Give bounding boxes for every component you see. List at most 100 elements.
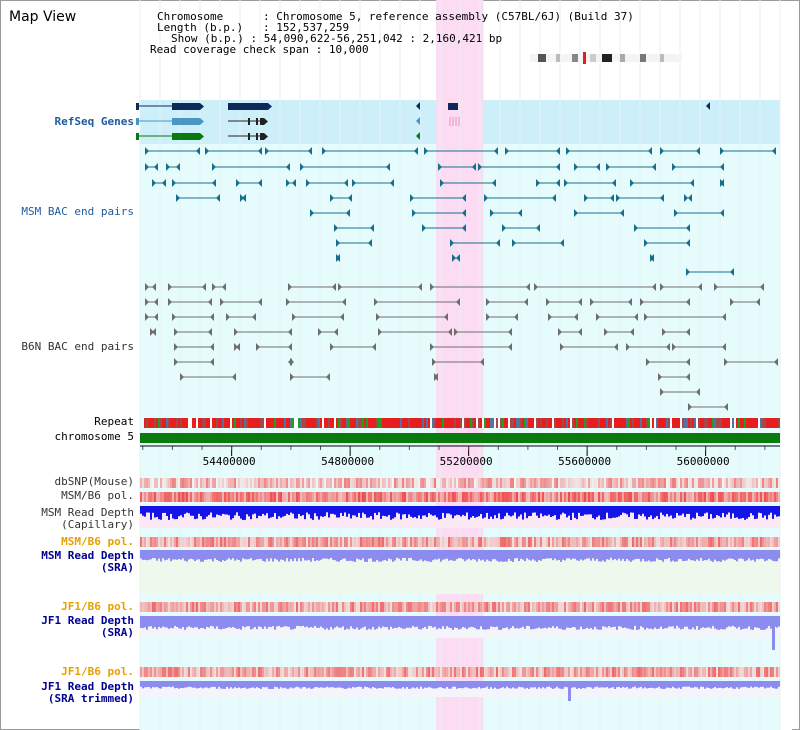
msm-bac-pair-end[interactable] xyxy=(484,194,488,202)
msm-bac-pair-end[interactable] xyxy=(145,163,149,171)
msm-bac-pair-end[interactable] xyxy=(552,194,556,202)
b6n-bac-pair-end[interactable] xyxy=(154,298,158,306)
msm-bac-pair-end[interactable] xyxy=(612,179,616,187)
msm-bac-pair-end[interactable] xyxy=(212,179,216,187)
msm-bac-pair-end[interactable] xyxy=(688,194,692,202)
b6n-bac-pair-end[interactable] xyxy=(456,298,460,306)
b6n-bac-pair-end[interactable] xyxy=(202,283,206,291)
msm-bac-pair-end[interactable] xyxy=(634,224,638,232)
msm-bac-pair-end[interactable] xyxy=(462,194,466,202)
b6n-bac-pair-end[interactable] xyxy=(756,298,760,306)
msm-bac-pair-end[interactable] xyxy=(696,147,700,155)
b6n-bac-pair-end[interactable] xyxy=(340,313,344,321)
msm-bac-pair-end[interactable] xyxy=(154,163,158,171)
b6n-bac-pair-end[interactable] xyxy=(444,313,448,321)
msm-bac-pair-end[interactable] xyxy=(690,179,694,187)
msm-bac-pair-end[interactable] xyxy=(536,224,540,232)
msm-bac-pair-end[interactable] xyxy=(462,209,466,217)
msm-bac-pair-end[interactable] xyxy=(438,163,442,171)
b6n-bac-pair-end[interactable] xyxy=(714,283,718,291)
b6n-bac-pair-end[interactable] xyxy=(168,283,172,291)
msm-bac-pair-end[interactable] xyxy=(176,163,180,171)
msm-bac-pair-end[interactable] xyxy=(560,239,564,247)
gene-exon[interactable] xyxy=(448,103,458,110)
b6n-bac-pair-end[interactable] xyxy=(574,313,578,321)
b6n-bac-pair-end[interactable] xyxy=(338,283,342,291)
b6n-bac-pair-end[interactable] xyxy=(226,313,230,321)
msm-bac-pair-end[interactable] xyxy=(512,239,516,247)
b6n-bac-pair-end[interactable] xyxy=(318,328,322,336)
b6n-bac-pair-end[interactable] xyxy=(288,283,292,291)
msm-bac-pair-end[interactable] xyxy=(236,179,240,187)
msm-bac-pair-end[interactable] xyxy=(386,163,390,171)
b6n-bac-pair-end[interactable] xyxy=(486,298,490,306)
b6n-bac-pair-end[interactable] xyxy=(286,298,290,306)
msm-bac-pair-end[interactable] xyxy=(518,209,522,217)
msm-bac-pair-end[interactable] xyxy=(216,194,220,202)
b6n-bac-pair-end[interactable] xyxy=(630,328,634,336)
b6n-bac-pair-end[interactable] xyxy=(534,283,538,291)
gene-exon[interactable] xyxy=(256,133,258,140)
b6n-bac-pair-end[interactable] xyxy=(374,298,378,306)
b6n-bac-pair-end[interactable] xyxy=(546,298,550,306)
b6n-bac-pair-end[interactable] xyxy=(342,298,346,306)
b6n-bac-pair-end[interactable] xyxy=(288,343,292,351)
b6n-bac-pair-end[interactable] xyxy=(174,328,178,336)
b6n-bac-pair-end[interactable] xyxy=(210,358,214,366)
b6n-bac-pair-end[interactable] xyxy=(724,403,728,411)
msm-bac-pair-end[interactable] xyxy=(414,147,418,155)
gene-exon[interactable] xyxy=(172,133,200,140)
msm-bac-pair-end[interactable] xyxy=(336,254,340,262)
b6n-bac-pair-end[interactable] xyxy=(688,403,692,411)
msm-bac-pair-end[interactable] xyxy=(494,147,498,155)
b6n-bac-pair-end[interactable] xyxy=(252,313,256,321)
msm-bac-pair-end[interactable] xyxy=(650,254,654,262)
msm-bac-pair-end[interactable] xyxy=(536,179,540,187)
msm-bac-pair-end[interactable] xyxy=(720,179,724,187)
msm-bac-pair-end[interactable] xyxy=(686,239,690,247)
b6n-bac-pair-end[interactable] xyxy=(290,373,294,381)
msm-bac-pair-end[interactable] xyxy=(292,179,296,187)
b6n-bac-pair-end[interactable] xyxy=(258,298,262,306)
b6n-bac-pair-end[interactable] xyxy=(154,313,158,321)
b6n-bac-pair-end[interactable] xyxy=(644,313,648,321)
b6n-bac-pair-end[interactable] xyxy=(774,358,778,366)
b6n-bac-pair-end[interactable] xyxy=(660,388,664,396)
msm-bac-pair-end[interactable] xyxy=(212,163,216,171)
b6n-bac-pair-end[interactable] xyxy=(596,313,600,321)
msm-bac-pair-end[interactable] xyxy=(196,147,200,155)
b6n-bac-pair-end[interactable] xyxy=(614,343,618,351)
b6n-bac-pair-end[interactable] xyxy=(640,298,644,306)
b6n-bac-pair-end[interactable] xyxy=(330,343,334,351)
b6n-bac-pair-end[interactable] xyxy=(626,343,630,351)
msm-bac-pair-end[interactable] xyxy=(370,224,374,232)
msm-bac-pair-end[interactable] xyxy=(452,254,456,262)
msm-bac-pair-end[interactable] xyxy=(584,194,588,202)
msm-bac-pair-end[interactable] xyxy=(152,179,156,187)
msm-bac-pair-end[interactable] xyxy=(630,179,634,187)
msm-bac-pair-end[interactable] xyxy=(344,179,348,187)
msm-bac-pair-end[interactable] xyxy=(472,163,476,171)
b6n-bac-pair-end[interactable] xyxy=(560,343,564,351)
b6n-bac-pair-end[interactable] xyxy=(686,298,690,306)
b6n-bac-pair-end[interactable] xyxy=(334,328,338,336)
gene-exon[interactable] xyxy=(172,103,200,110)
b6n-bac-pair-end[interactable] xyxy=(486,313,490,321)
msm-bac-pair-end[interactable] xyxy=(772,147,776,155)
gene-exon[interactable] xyxy=(228,103,268,110)
b6n-bac-pair-end[interactable] xyxy=(524,298,528,306)
b6n-bac-pair-end[interactable] xyxy=(666,343,670,351)
msm-bac-pair-end[interactable] xyxy=(352,179,356,187)
b6n-bac-pair-end[interactable] xyxy=(604,328,608,336)
msm-bac-pair-end[interactable] xyxy=(564,179,568,187)
msm-bac-pair-end[interactable] xyxy=(410,194,414,202)
b6n-bac-pair-end[interactable] xyxy=(210,343,214,351)
msm-bac-pair-end[interactable] xyxy=(684,194,688,202)
gene-exon[interactable] xyxy=(248,133,250,140)
msm-bac-pair-end[interactable] xyxy=(490,209,494,217)
msm-bac-pair-end[interactable] xyxy=(574,209,578,217)
msm-bac-pair-end[interactable] xyxy=(556,163,560,171)
msm-bac-pair-end[interactable] xyxy=(648,147,652,155)
b6n-bac-pair-end[interactable] xyxy=(292,313,296,321)
b6n-bac-pair-end[interactable] xyxy=(672,343,676,351)
